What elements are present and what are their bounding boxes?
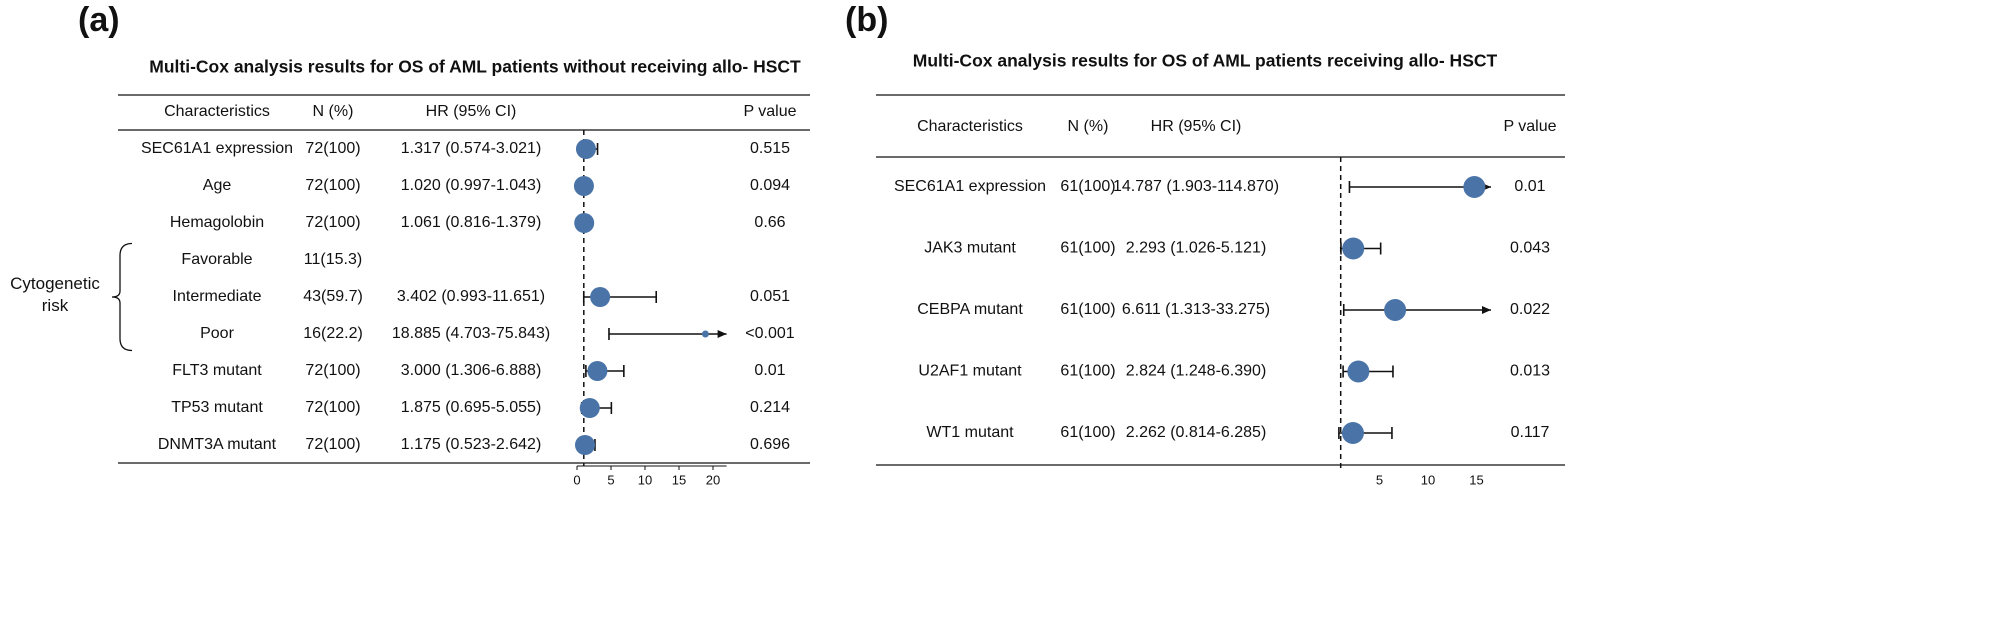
characteristic: CEBPA mutant — [917, 301, 1023, 318]
n-percent: 72(100) — [305, 140, 360, 157]
column-header: P value — [743, 103, 796, 120]
hr-ci: 1.020 (0.997-1.043) — [401, 177, 542, 194]
panel-label: (b) — [845, 1, 888, 39]
n-percent: 61(100) — [1060, 178, 1115, 195]
column-header: Characteristics — [164, 103, 270, 120]
hr-ci: 1.875 (0.695-5.055) — [401, 399, 542, 416]
p-value: 0.051 — [750, 288, 790, 305]
p-value: 0.515 — [750, 140, 790, 157]
hr-point — [587, 361, 608, 381]
hr-point — [1347, 360, 1370, 383]
ci-arrow — [1482, 306, 1491, 314]
hr-point — [1384, 299, 1407, 321]
x-tick-label: 0 — [573, 472, 580, 487]
n-percent: 61(100) — [1060, 240, 1115, 257]
hr-ci: 2.262 (0.814-6.285) — [1126, 424, 1267, 441]
n-percent: 72(100) — [305, 436, 360, 453]
p-value: 0.01 — [754, 362, 785, 379]
hr-point — [574, 213, 595, 233]
hr-point — [1341, 422, 1364, 444]
x-tick-label: 5 — [607, 472, 614, 487]
hr-ci: 6.611 (1.313-33.275) — [1122, 301, 1270, 318]
characteristic: Intermediate — [173, 288, 262, 305]
n-percent: 61(100) — [1060, 424, 1115, 441]
p-value: 0.022 — [1510, 301, 1550, 318]
panel-label: (a) — [78, 1, 120, 39]
characteristic: Favorable — [181, 251, 252, 268]
column-header: N (%) — [313, 103, 354, 120]
column-header: Characteristics — [917, 118, 1023, 135]
n-percent: 72(100) — [305, 399, 360, 416]
hr-point — [701, 330, 709, 338]
characteristic: JAK3 mutant — [924, 240, 1016, 257]
column-header: HR (95% CI) — [1151, 118, 1242, 135]
characteristic: FLT3 mutant — [172, 362, 262, 379]
group-label-box: Cytogenetic risk — [10, 274, 100, 315]
hr-point — [579, 398, 600, 418]
x-tick-label: 10 — [638, 472, 652, 487]
n-percent: 43(59.7) — [303, 288, 363, 305]
characteristic: Poor — [200, 325, 234, 342]
chart-title: Multi-Cox analysis results for OS of AML… — [913, 51, 1498, 71]
n-percent: 72(100) — [305, 177, 360, 194]
n-percent: 11(15.3) — [304, 251, 362, 268]
p-value: 0.01 — [1514, 178, 1545, 195]
p-value: <0.001 — [745, 325, 794, 342]
hr-ci: 3.000 (1.306-6.888) — [401, 362, 542, 379]
ci-arrow — [717, 330, 727, 338]
group-bracket — [111, 242, 133, 352]
chart-title: Multi-Cox analysis results for OS of AML… — [149, 57, 801, 77]
characteristic: SEC61A1 expression — [141, 140, 293, 157]
characteristic: Hemagolobin — [170, 214, 264, 231]
hr-point — [575, 139, 596, 159]
hr-ci: 1.317 (0.574-3.021) — [401, 140, 542, 157]
group-label: Cytogenetic risk — [10, 274, 100, 315]
characteristic: U2AF1 mutant — [918, 363, 1022, 380]
hr-ci: 2.293 (1.026-5.121) — [1126, 240, 1267, 257]
x-tick-label: 10 — [1421, 472, 1435, 487]
n-percent: 72(100) — [305, 214, 360, 231]
hr-point — [590, 287, 611, 307]
characteristic: WT1 mutant — [926, 424, 1014, 441]
p-value: 0.013 — [1510, 363, 1550, 380]
hr-ci: 1.061 (0.816-1.379) — [401, 214, 542, 231]
x-tick-label: 15 — [672, 472, 686, 487]
column-header: P value — [1503, 118, 1556, 135]
characteristic: Age — [203, 177, 232, 194]
n-percent: 61(100) — [1060, 363, 1115, 380]
p-value: 0.66 — [754, 214, 785, 231]
hr-ci: 14.787 (1.903-114.870) — [1113, 178, 1279, 195]
hr-point — [1342, 237, 1365, 260]
characteristic: TP53 mutant — [171, 399, 263, 416]
p-value: 0.094 — [750, 177, 790, 194]
x-tick-label: 20 — [706, 472, 720, 487]
hr-ci: 18.885 (4.703-75.843) — [392, 325, 550, 342]
n-percent: 72(100) — [305, 362, 360, 379]
n-percent: 61(100) — [1060, 301, 1115, 318]
hr-point — [574, 435, 595, 455]
p-value: 0.696 — [750, 436, 790, 453]
p-value: 0.214 — [750, 399, 790, 416]
x-tick-label: 15 — [1469, 472, 1483, 487]
x-tick-label: 5 — [1376, 472, 1383, 487]
hr-ci: 2.824 (1.248-6.390) — [1126, 363, 1267, 380]
characteristic: SEC61A1 expression — [894, 178, 1046, 195]
column-header: HR (95% CI) — [426, 103, 517, 120]
hr-point — [573, 176, 594, 196]
characteristic: DNMT3A mutant — [158, 436, 277, 453]
p-value: 0.117 — [1511, 424, 1550, 441]
hr-point — [1463, 176, 1486, 198]
hr-ci: 3.402 (0.993-11.651) — [397, 288, 545, 305]
n-percent: 16(22.2) — [303, 325, 363, 342]
column-header: N (%) — [1068, 118, 1109, 135]
hr-ci: 1.175 (0.523-2.642) — [401, 436, 542, 453]
p-value: 0.043 — [1510, 240, 1550, 257]
